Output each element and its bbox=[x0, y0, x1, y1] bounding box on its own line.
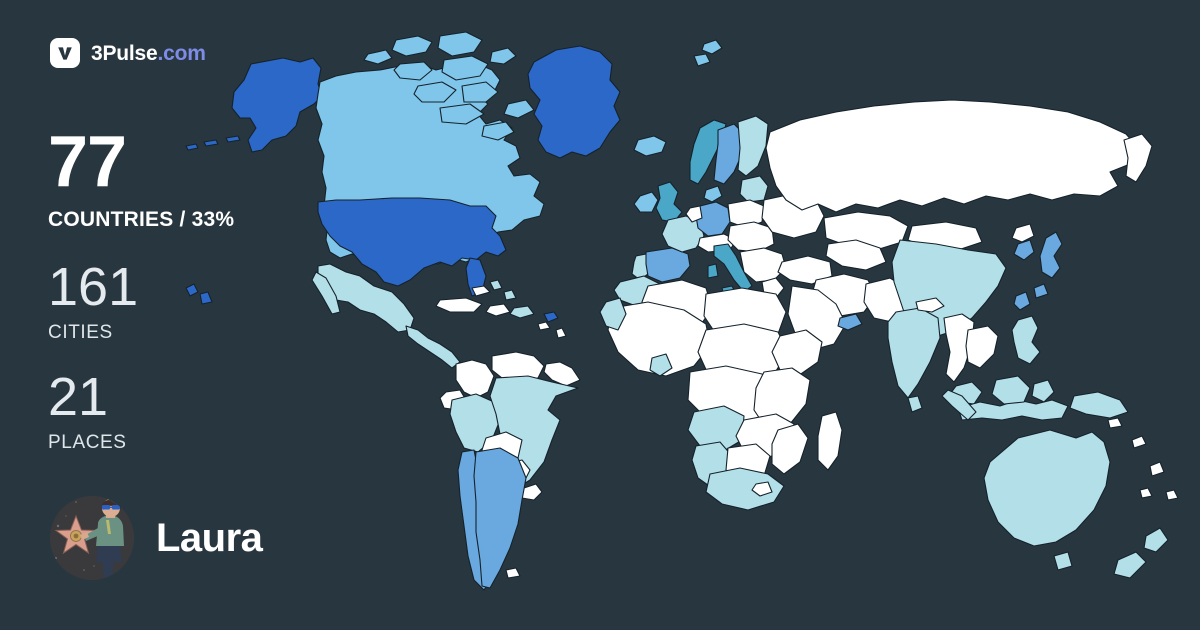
country-argentina bbox=[474, 448, 526, 588]
region-baja-california bbox=[312, 272, 340, 314]
brand-tld-text: .com bbox=[157, 41, 206, 65]
stat-cities-label: CITIES bbox=[48, 322, 113, 344]
stat-places-value: 21 bbox=[48, 367, 109, 427]
stat-places-label: PLACES bbox=[48, 432, 127, 454]
stat-countries-separator: / bbox=[173, 208, 192, 232]
stat-cities-value: 161 bbox=[48, 257, 139, 317]
stat-places: 21 PLACES bbox=[48, 367, 127, 454]
island-tasmania bbox=[1054, 552, 1072, 570]
stat-countries-percent: 33% bbox=[191, 208, 235, 232]
country-mozambique bbox=[772, 424, 808, 474]
country-new-zealand bbox=[1114, 528, 1168, 578]
country-poland bbox=[728, 200, 764, 228]
country-alaska bbox=[232, 58, 322, 152]
country-baltics bbox=[740, 176, 768, 202]
country-indochina bbox=[966, 326, 998, 368]
country-united-states bbox=[318, 198, 506, 286]
country-russia bbox=[766, 100, 1140, 212]
brand-logo[interactable]: 3Pulse.com bbox=[50, 38, 206, 68]
island-sri-lanka bbox=[908, 396, 922, 412]
country-australia bbox=[984, 430, 1110, 546]
islands-aleutian bbox=[186, 136, 240, 150]
country-south-korea bbox=[1014, 240, 1034, 260]
island-madagascar bbox=[818, 412, 842, 470]
region-kamchatka bbox=[1124, 134, 1152, 182]
islands-hawaii bbox=[186, 284, 212, 304]
island-svalbard bbox=[694, 40, 722, 66]
country-papua-new-guinea bbox=[1070, 392, 1128, 418]
country-taiwan bbox=[1014, 292, 1030, 310]
country-north-korea bbox=[1012, 224, 1034, 242]
country-balkans bbox=[740, 248, 786, 282]
islands-falkland bbox=[506, 568, 520, 578]
country-mauritania-coast bbox=[600, 298, 626, 330]
country-norway bbox=[690, 120, 726, 184]
island-sumatra bbox=[942, 390, 976, 420]
country-angola bbox=[688, 406, 744, 452]
country-central-asia-stans bbox=[826, 240, 886, 270]
country-indonesia bbox=[958, 400, 1068, 420]
checkmark-badge-icon bbox=[50, 38, 80, 68]
country-ghana bbox=[650, 354, 672, 376]
country-lesotho bbox=[752, 482, 772, 496]
country-greenland bbox=[528, 46, 620, 158]
stat-countries: 77 COUNTRIES / 33% bbox=[48, 122, 234, 232]
brand-wordmark: 3Pulse.com bbox=[91, 43, 206, 64]
country-benelux bbox=[686, 206, 702, 222]
islands-caribbean bbox=[436, 286, 566, 338]
country-myanmar-thailand bbox=[944, 314, 974, 382]
country-united-kingdom bbox=[656, 182, 682, 222]
user-name: Laura bbox=[156, 515, 263, 560]
islands-bahamas bbox=[490, 280, 516, 300]
country-west-africa bbox=[608, 302, 710, 376]
country-denmark bbox=[704, 186, 722, 202]
island-sulawesi bbox=[1032, 380, 1054, 402]
country-finland bbox=[738, 116, 768, 176]
user-profile[interactable]: Laura bbox=[50, 496, 263, 580]
stat-cities: 161 CITIES bbox=[48, 257, 139, 344]
country-guianas bbox=[544, 362, 580, 386]
country-uae bbox=[838, 314, 862, 330]
country-japan bbox=[1034, 232, 1062, 298]
islands-pacific bbox=[1108, 418, 1178, 500]
country-philippines bbox=[1012, 316, 1040, 364]
country-nepal-bhutan bbox=[916, 298, 944, 312]
brand-name-text: 3Pulse bbox=[91, 41, 158, 65]
country-colombia bbox=[456, 360, 494, 398]
country-iceland bbox=[634, 136, 666, 156]
island-borneo bbox=[992, 376, 1030, 404]
stat-countries-value: 77 bbox=[48, 122, 127, 202]
country-ireland bbox=[634, 192, 658, 212]
country-central-europe bbox=[728, 222, 774, 252]
stat-countries-label: COUNTRIES / 33% bbox=[48, 208, 234, 232]
stat-countries-label-text: COUNTRIES bbox=[48, 208, 174, 232]
islands-canadian-arctic bbox=[364, 32, 534, 140]
country-horn-of-africa bbox=[772, 330, 822, 376]
country-south-africa bbox=[706, 468, 784, 510]
country-india bbox=[888, 308, 940, 398]
avatar bbox=[50, 496, 134, 580]
stats-overlay: 3Pulse.com 77 COUNTRIES / 33% 161 CITIES… bbox=[0, 0, 340, 630]
map-landmasses bbox=[186, 32, 1178, 590]
